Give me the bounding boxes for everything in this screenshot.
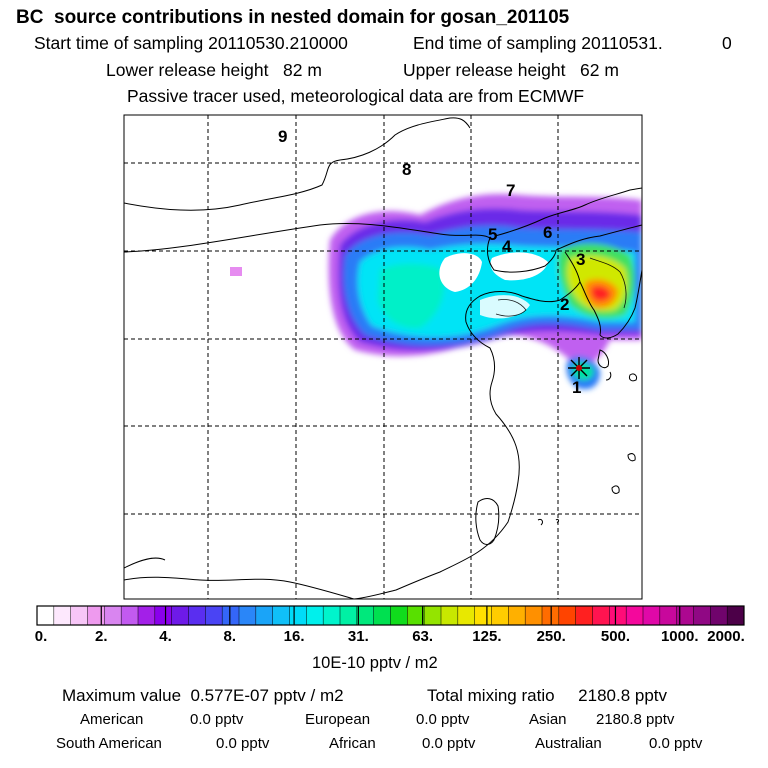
map-background: [124, 115, 642, 599]
colorbar-tick-label: 1000.: [660, 628, 699, 645]
colorbar-tick-label: 2.: [95, 628, 108, 645]
region-label-6: 6: [543, 223, 552, 242]
african-value: 0.0 pptv: [422, 735, 476, 752]
colorbar-units: 10E-10 pptv / m2: [312, 654, 438, 672]
tracer-note: Passive tracer used, meteorological data…: [127, 86, 585, 106]
coastlines: [124, 117, 642, 599]
region-label-7: 7: [506, 181, 515, 200]
star-marker: [568, 357, 590, 379]
upper-release-height: Upper release height 62 m: [403, 60, 619, 80]
asian-value: 2180.8 pptv: [596, 711, 675, 728]
colorbar-tick-label: 0.: [34, 628, 48, 645]
region-label-8: 8: [402, 160, 411, 179]
colorbar-tick-label: 8.: [223, 628, 237, 645]
map-frame: [123, 114, 643, 600]
gridlines: [124, 115, 642, 599]
region-label-5: 5: [488, 225, 497, 244]
american-label: American: [80, 711, 144, 728]
region-label-2: 2: [560, 295, 569, 314]
south-american-value: 0.0 pptv: [216, 735, 270, 752]
south-american-label: South American: [56, 735, 162, 752]
start-sampling-time: Start time of sampling 20110530.210000: [34, 33, 348, 53]
end-sampling-hour: 0: [722, 33, 732, 53]
region-label-9: 9: [278, 127, 287, 146]
colorbar-tick-label: 500.: [600, 628, 631, 645]
colorbar-tick-label: 4.: [159, 628, 172, 645]
region-label-3: 3: [576, 250, 585, 269]
australian-value: 0.0 pptv: [649, 735, 703, 752]
australian-label: Australian: [535, 735, 602, 752]
colorbar-tick-label: 125.: [472, 628, 502, 645]
colorbar-tick-label: 250.: [536, 628, 566, 645]
european-value: 0.0 pptv: [416, 711, 470, 728]
asian-label: Asian: [529, 711, 567, 728]
end-sampling-time: End time of sampling 20110531.: [413, 33, 663, 53]
total-mixing-ratio: Total mixing ratio 2180.8 pptv: [427, 686, 668, 705]
concentration-field: [230, 194, 642, 390]
max-value: Maximum value 0.577E-07 pptv / m2: [62, 686, 344, 705]
american-value: 0.0 pptv: [190, 711, 244, 728]
region-label-1: 1: [572, 378, 581, 397]
colorbar-tick-label: 2000.: [707, 628, 745, 645]
colorbar-tick-label: 16.: [283, 628, 305, 645]
european-label: European: [305, 711, 371, 728]
plot-title: BC source contributions in nested domain…: [16, 7, 570, 28]
colorbar-tick-label: 63.: [412, 628, 434, 645]
african-label: African: [329, 735, 376, 752]
region-label-4: 4: [502, 237, 512, 256]
colorbar-tick-label: 31.: [347, 628, 369, 645]
lower-release-height: Lower release height 82 m: [106, 60, 322, 80]
